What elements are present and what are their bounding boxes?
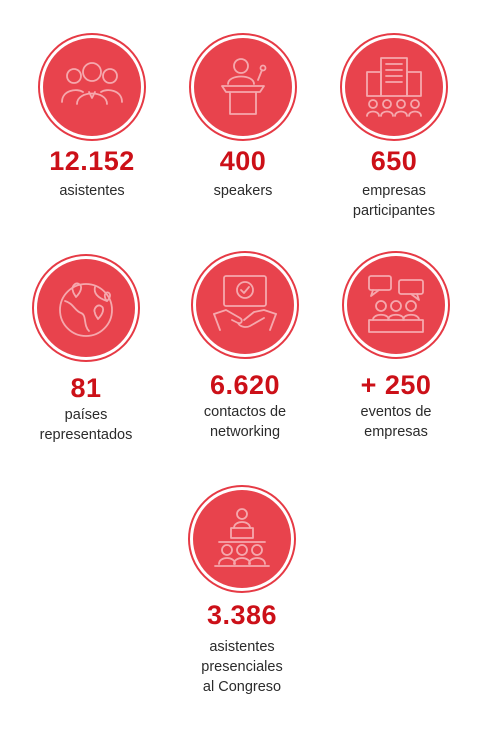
stat-label: speakers	[163, 181, 323, 201]
stat-circle	[189, 33, 297, 141]
handshake-icon	[213, 275, 277, 331]
stat-networking: 6.620 contactos de networking	[165, 251, 325, 442]
stat-value: 12.152	[49, 146, 135, 176]
stat-circle	[38, 33, 146, 141]
stat-speakers: 400 speakers	[163, 33, 323, 201]
stat-label-line: speakers	[213, 183, 273, 199]
stat-circle	[32, 254, 140, 362]
stat-label-line: empresas	[362, 183, 426, 199]
stat-label-line: participantes	[352, 203, 436, 219]
stat-label: contactos de networking	[165, 402, 325, 442]
stat-label-line: al Congreso	[202, 679, 282, 695]
stat-label-line: países	[64, 407, 108, 423]
stat-label-line: asistentes	[209, 639, 275, 655]
globe-pins-icon	[59, 282, 113, 337]
stat-value: 650	[370, 146, 418, 176]
stat-circle	[342, 251, 450, 359]
stat-countries: 81 países representados	[6, 254, 166, 445]
building-people-icon	[366, 57, 422, 117]
stat-label: asistentes presenciales al Congreso	[162, 637, 322, 697]
stat-value: 400	[219, 146, 267, 176]
stat-circle	[340, 33, 448, 141]
stat-companies: 650 empresas participantes	[314, 33, 474, 221]
stat-value: 6.620	[209, 370, 281, 400]
stat-value: + 250	[360, 370, 432, 400]
stat-label-line: asistentes	[59, 183, 125, 199]
stat-label: asistentes	[12, 181, 172, 201]
conference-audience-icon	[214, 508, 270, 567]
speaker-podium-icon	[221, 58, 267, 115]
stat-label: eventos de empresas	[316, 402, 476, 442]
stat-value: 3.386	[206, 600, 278, 630]
stat-value: 81	[70, 373, 102, 403]
stat-attendees: 12.152 asistentes	[12, 33, 172, 201]
stat-label-line: presenciales	[201, 659, 283, 675]
stat-label: empresas participantes	[314, 181, 474, 221]
stat-circle	[191, 251, 299, 359]
stat-label-line: contactos de	[203, 404, 287, 420]
stat-label-line: networking	[209, 424, 281, 440]
stat-company-events: + 250 eventos de empresas	[316, 251, 476, 442]
stat-circle	[188, 485, 296, 593]
stat-in-person-attendees: 3.386 asistentes presenciales al Congres…	[162, 485, 322, 697]
attendees-group-icon	[61, 62, 123, 105]
stat-label-line: empresas	[364, 424, 428, 440]
stat-label-line: representados	[39, 427, 133, 443]
company-events-icon	[368, 275, 424, 333]
stat-label-line: eventos de	[360, 404, 432, 420]
stat-label: países representados	[6, 405, 166, 445]
